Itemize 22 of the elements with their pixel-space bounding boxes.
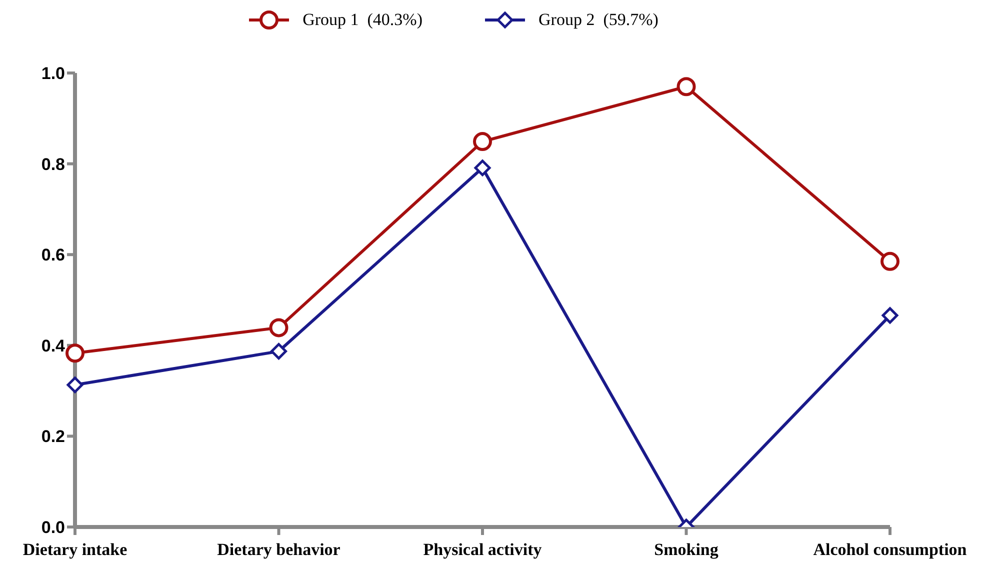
legend-label: Group 2 (59.7%) <box>538 10 658 30</box>
x-tick-label: Dietary behavior <box>217 540 341 560</box>
y-tick-label: 1.0 <box>41 64 65 84</box>
y-tick-label: 0.4 <box>41 336 66 356</box>
y-tick-label: 0.2 <box>41 427 65 446</box>
point <box>880 252 900 271</box>
point <box>269 318 288 338</box>
point <box>270 343 287 360</box>
point <box>676 77 696 96</box>
point <box>882 307 898 324</box>
point <box>66 376 84 394</box>
point <box>474 160 491 176</box>
y-tick-label: 0.0 <box>41 518 65 538</box>
y-tick-label: 0.6 <box>41 246 65 265</box>
x-tick-label: Physical activity <box>423 540 542 560</box>
x-tick-label: Alcohol consumption <box>813 540 968 560</box>
y-tick-label: 0.8 <box>41 154 65 174</box>
legend-label: Group 1 (40.3%) <box>302 10 422 30</box>
x-tick-label: Dietary intake <box>22 540 128 560</box>
x-tick-label: Smoking <box>654 540 719 560</box>
point <box>66 344 84 363</box>
point <box>473 132 492 152</box>
